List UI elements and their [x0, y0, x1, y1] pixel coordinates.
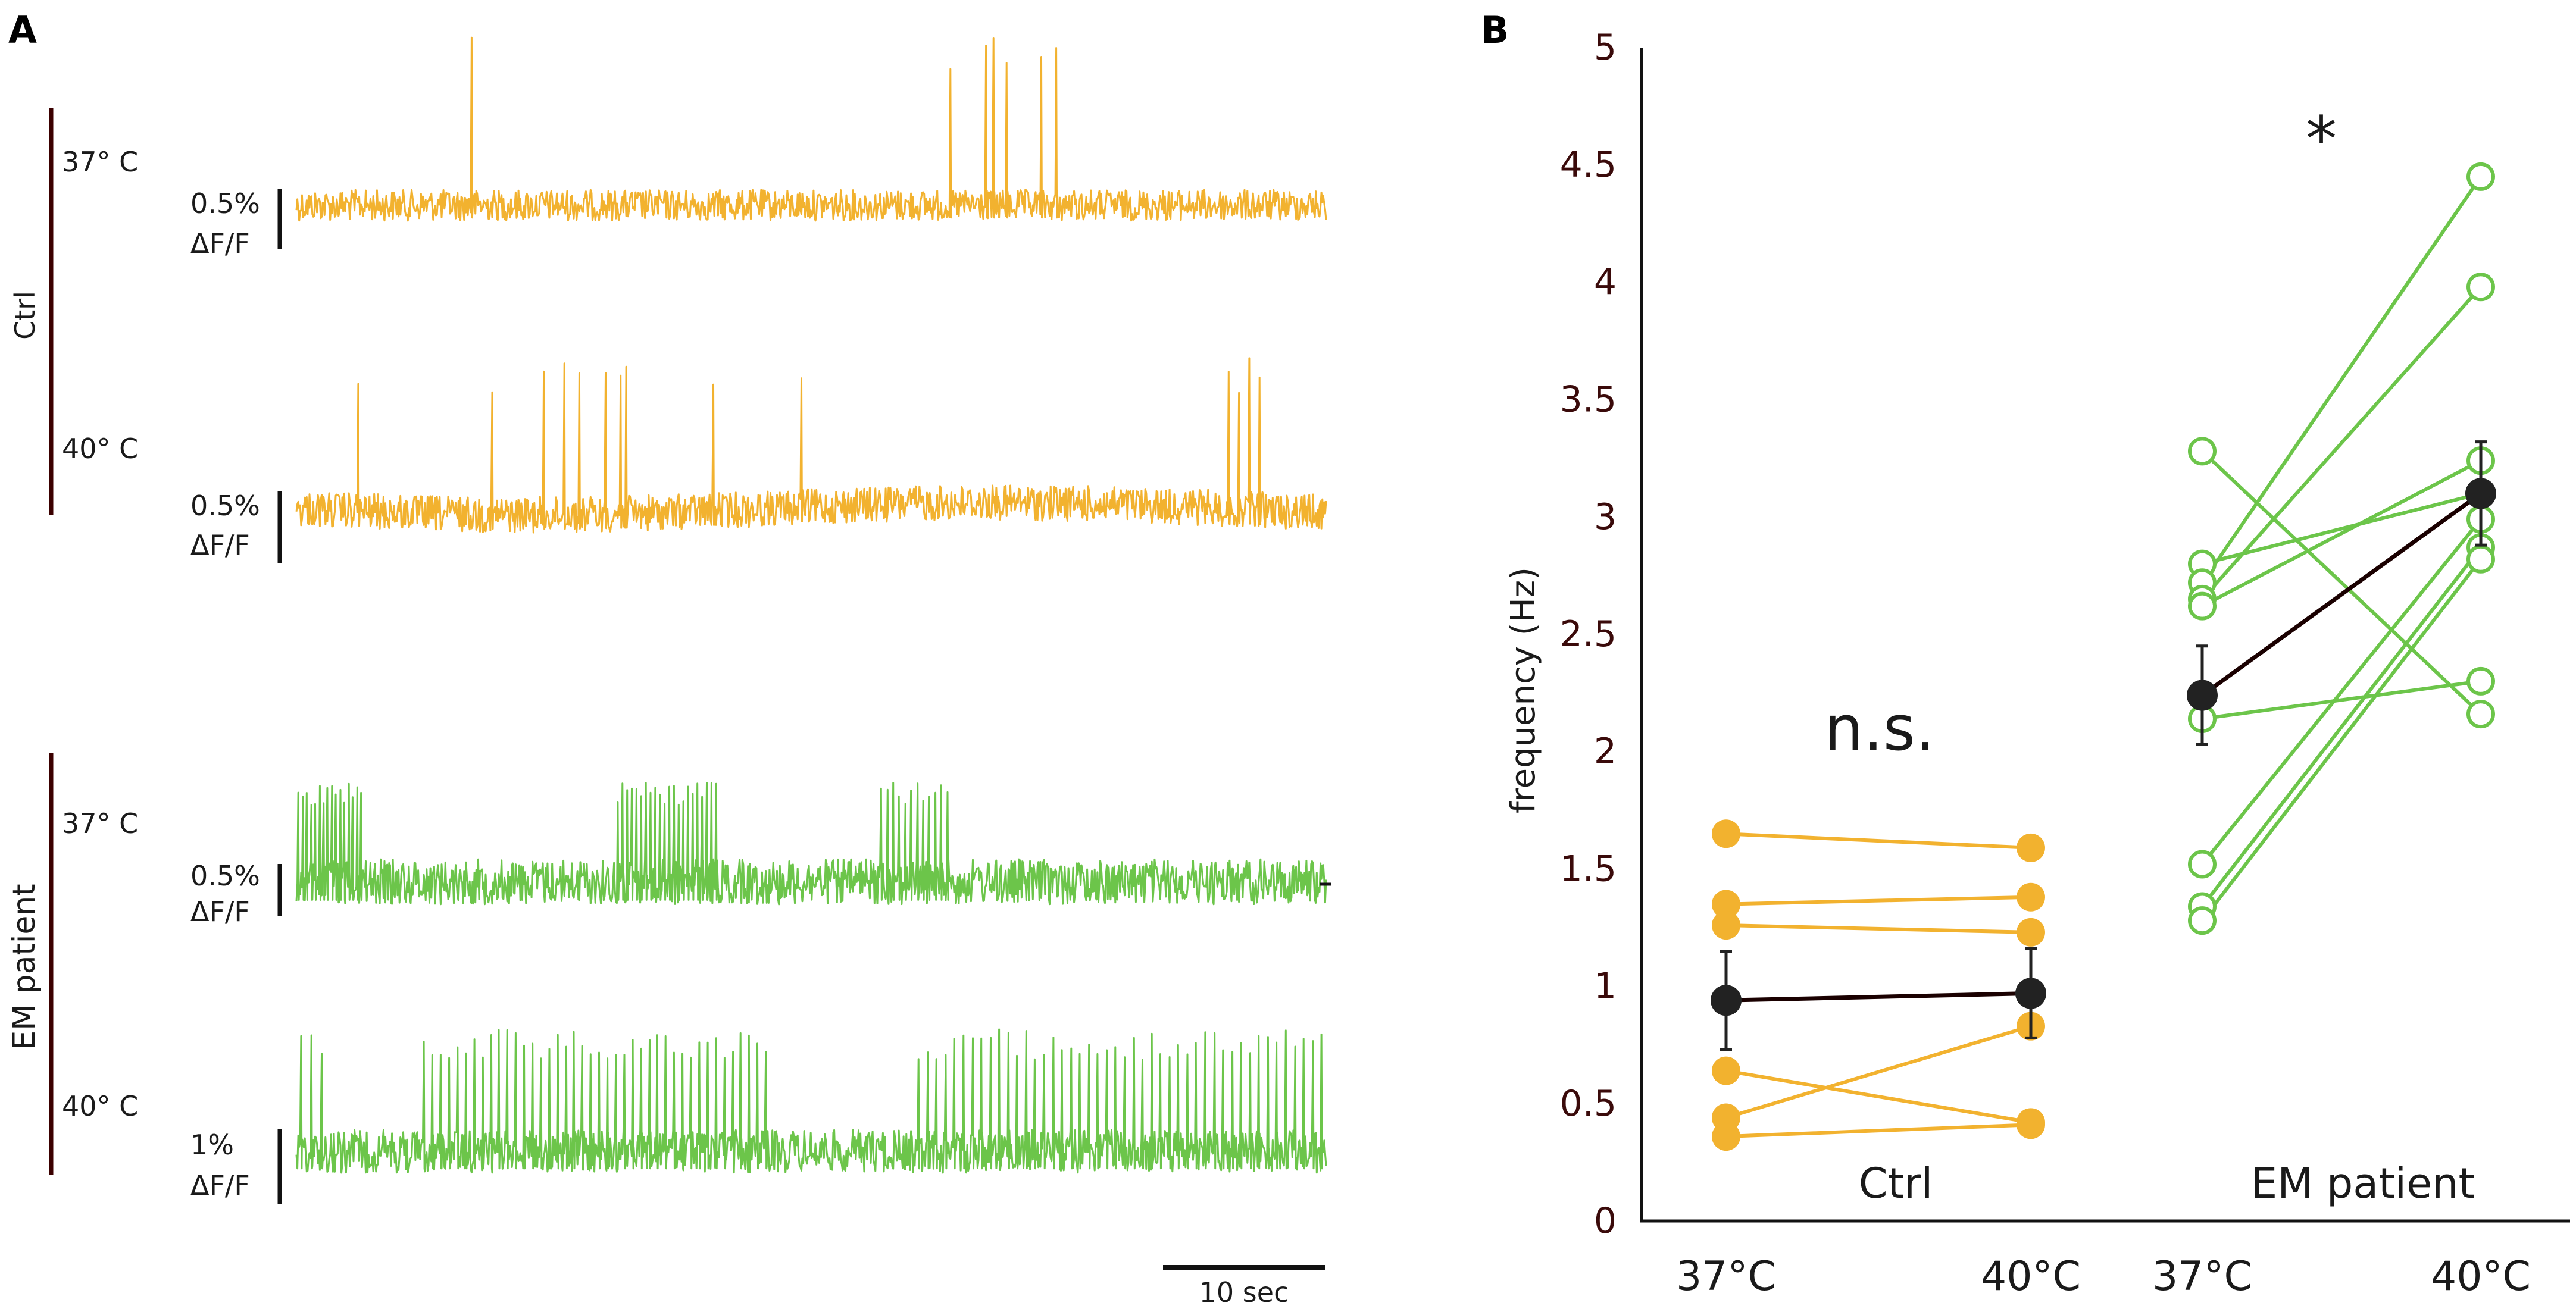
mean-point: [2015, 978, 2046, 1009]
y-tick-label: 4: [1594, 261, 1617, 303]
scale-row4-top: 1%: [190, 1129, 234, 1161]
y-tick-label: 2.5: [1560, 613, 1617, 655]
pair-line: [2200, 450, 2483, 716]
y-tick-labels: 0 0.5 1 1.5 2 2.5 3 3.5 4 4.5 5: [1560, 27, 1617, 1242]
pair-line: [2201, 459, 2482, 608]
panel-b-letter: B: [1481, 8, 1509, 52]
trace-ctrl-37: [295, 36, 1327, 222]
mean-point: [1711, 985, 1742, 1016]
trace-em-37: [295, 782, 1327, 906]
ctrl-significance-label: n.s.: [1824, 692, 1935, 765]
scale-row4-bottom: ΔF/F: [190, 1169, 250, 1201]
data-point: [1712, 911, 1740, 940]
em-group-name: EM patient: [2251, 1159, 2475, 1208]
panel-a-traces: Ctrl EM patient 37° C 40° C 37° C 40° C …: [7, 36, 1331, 1308]
scale-bar-row2: 0.5% ΔF/F: [190, 490, 282, 563]
y-tick-label: 3: [1594, 496, 1617, 538]
scale-row2-top: 0.5%: [190, 490, 260, 522]
data-point: [2466, 162, 2495, 191]
y-tick-label: 1: [1594, 966, 1617, 1007]
data-point: [2466, 273, 2495, 302]
pair-line: [2200, 286, 2483, 600]
scale-bar-row1: 0.5% ΔF/F: [190, 187, 282, 259]
panel-b-chart: 0 0.5 1 1.5 2 2.5 3 3.5 4 4.5 5 frequency (Hz) n.s…: [1504, 27, 2570, 1300]
panel-a-letter: A: [8, 8, 37, 52]
data-point: [1712, 819, 1740, 848]
data-point: [2466, 700, 2495, 729]
pair-line: [2202, 491, 2481, 566]
mean-point: [2465, 478, 2496, 509]
pair-line: [1725, 1069, 2031, 1125]
ctrl-37-label: 37° C: [62, 146, 138, 178]
em-group-label: EM patient: [7, 884, 42, 1050]
ctrl-40-label: 40° C: [62, 433, 138, 465]
scale-bar-row4: 1% ΔF/F: [190, 1129, 282, 1204]
pair-line: [2202, 679, 2481, 721]
y-tick-label: 0: [1594, 1200, 1617, 1242]
pair-line: [2200, 546, 2483, 908]
y-tick-label: 4.5: [1560, 144, 1617, 186]
data-point: [2017, 918, 2045, 947]
data-point: [1712, 1056, 1740, 1085]
trace-ctrl-40: [295, 357, 1327, 534]
data-point: [2017, 1110, 2045, 1139]
pair-line: [2200, 518, 2483, 866]
scale-row3-top: 0.5%: [190, 860, 260, 892]
em-40-label: 40° C: [62, 1090, 138, 1122]
x-tick-em-40: 40°C: [2431, 1253, 2531, 1300]
scale-row2-bottom: ΔF/F: [190, 529, 250, 561]
y-tick-label: 2: [1594, 731, 1617, 772]
data-point: [2017, 882, 2045, 912]
ctrl-group-label: Ctrl: [9, 291, 41, 340]
scale-row3-bottom: ΔF/F: [190, 895, 250, 928]
data-point: [1712, 1122, 1740, 1151]
scale-row1-bottom: ΔF/F: [190, 227, 250, 259]
ctrl-group-name: Ctrl: [1859, 1159, 1933, 1208]
trace-em-40: [295, 1028, 1327, 1174]
pair-line: [1725, 895, 2031, 906]
data-point: [2466, 544, 2495, 574]
y-axis-label: frequency (Hz): [1504, 567, 1543, 813]
x-tick-em-37: 37°C: [2152, 1253, 2252, 1300]
mean-line: [1725, 991, 2031, 1003]
y-tick-label: 3.5: [1560, 379, 1617, 421]
pair-line: [2200, 176, 2483, 584]
scale-row1-top: 0.5%: [190, 187, 260, 220]
data-point: [2188, 850, 2217, 879]
data-points: [1712, 162, 2495, 1151]
mean-markers: [1711, 440, 2496, 1051]
x-tick-ctrl-40: 40°C: [1981, 1253, 2081, 1300]
y-tick-label: 1.5: [1560, 848, 1617, 890]
scale-bar-row3: 0.5% ΔF/F: [190, 860, 282, 928]
time-scale-label: 10 sec: [1199, 1276, 1289, 1308]
pair-line: [1725, 832, 2031, 850]
mean-point: [2187, 680, 2218, 711]
y-tick-label: 0.5: [1560, 1083, 1617, 1125]
data-point: [2188, 437, 2217, 466]
pair-line: [1725, 1024, 2031, 1120]
em-37-label: 37° C: [62, 807, 138, 840]
x-tick-ctrl-37: 37°C: [1676, 1253, 1776, 1300]
data-point: [2466, 666, 2495, 696]
data-point: [1712, 890, 1740, 919]
data-point: [2017, 833, 2045, 862]
mean-line: [2200, 491, 2483, 697]
pair-line: [1725, 1123, 2031, 1139]
em-significance-label: *: [2306, 103, 2337, 176]
pair-line: [2200, 558, 2483, 922]
y-tick-label: 5: [1594, 27, 1617, 68]
pair-line: [1725, 923, 2031, 934]
paired-lines: [1725, 176, 2483, 1139]
data-point: [2188, 906, 2217, 935]
data-point: [2188, 591, 2217, 621]
